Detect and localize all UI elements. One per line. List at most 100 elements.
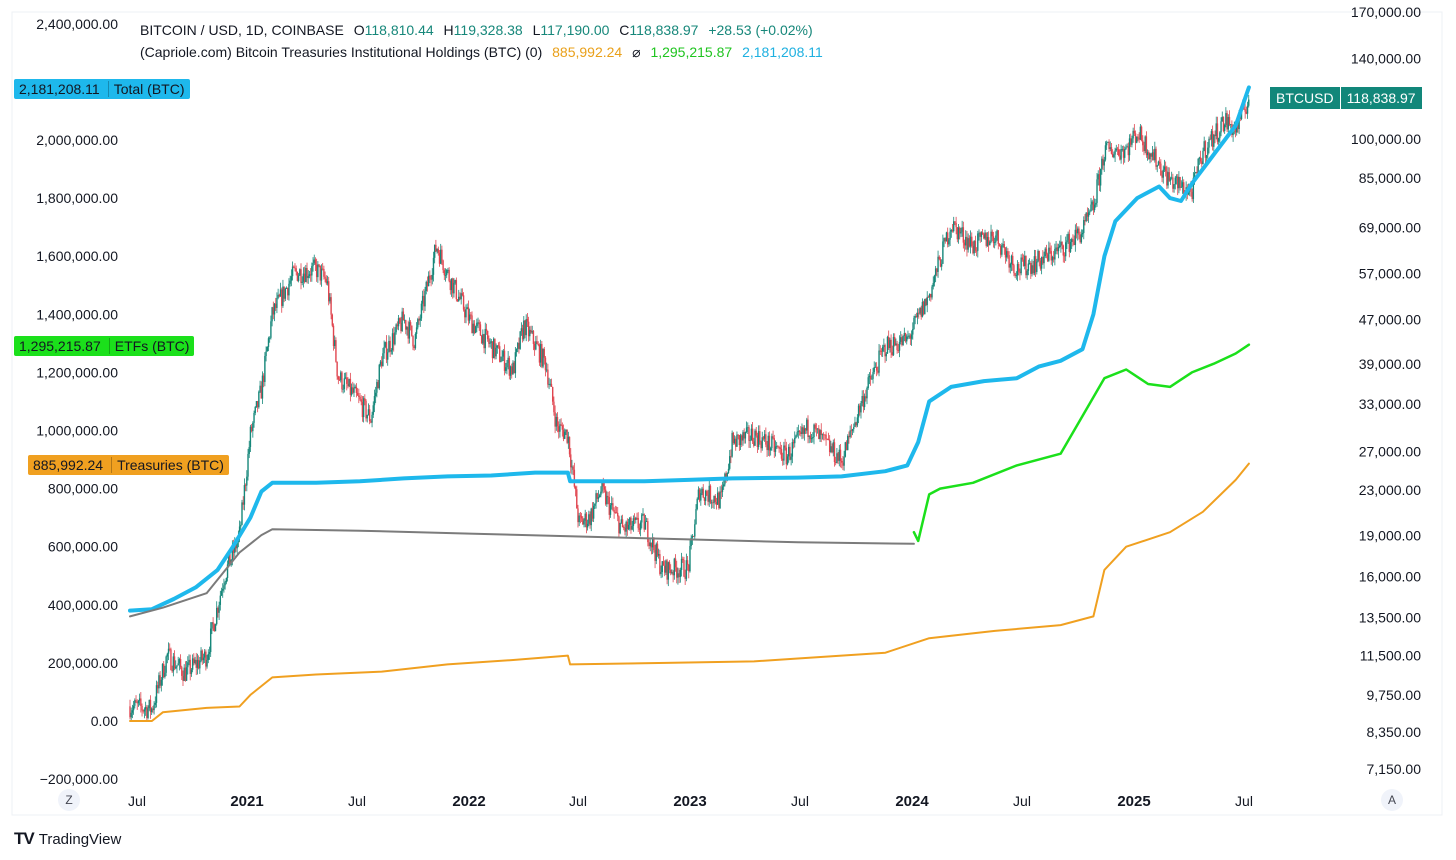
candle-body (596, 493, 598, 499)
candle-body (625, 521, 627, 532)
candle-body (743, 432, 745, 439)
candle-body (741, 435, 743, 441)
candle-body (264, 356, 266, 383)
candle-body (352, 387, 354, 393)
candle-body (1215, 123, 1217, 137)
candle-body (518, 343, 520, 349)
left-axis-tick-label: 1,600,000.00 (36, 248, 118, 264)
candle-body (1131, 138, 1133, 145)
candle-body (1107, 141, 1109, 143)
candle-body (1198, 157, 1201, 159)
candle-body (760, 442, 762, 449)
candle-body (807, 419, 809, 437)
candle-body (206, 660, 208, 667)
candle-body (903, 333, 906, 336)
candle-body (1078, 228, 1080, 235)
candle-body (494, 338, 496, 357)
candle-body (950, 230, 953, 232)
candle-body (843, 456, 845, 466)
candle-body (562, 429, 565, 439)
auto-scale-button[interactable]: A (1381, 789, 1403, 811)
candle-body (962, 227, 965, 243)
zoom-toggle-button[interactable]: Z (58, 789, 80, 811)
indicator-name: (Capriole.com) Bitcoin Treasuries Instit… (140, 44, 543, 60)
candle-body (806, 419, 808, 431)
candle-body (255, 401, 258, 407)
candle-body (564, 431, 566, 439)
candle-body (783, 445, 785, 461)
candle-body (354, 386, 356, 389)
candle-body (302, 273, 305, 282)
candle-body (541, 344, 543, 367)
candle-body (484, 328, 486, 349)
candle-body (1181, 182, 1184, 187)
candle-body (547, 369, 549, 385)
right-axis-tick-label: 85,000.00 (1359, 170, 1421, 186)
candle-body (1136, 136, 1138, 143)
candle-body (1040, 257, 1043, 269)
candle-body (465, 309, 467, 318)
candle-body (677, 573, 679, 578)
candle-body (881, 346, 884, 352)
candle-body (698, 489, 701, 501)
candle-body (188, 659, 190, 663)
candle-body (782, 458, 784, 461)
candle-body (981, 232, 984, 235)
candle-body (431, 274, 433, 280)
candle-body (602, 482, 604, 487)
candle-body (394, 332, 396, 345)
candle-body (1180, 186, 1183, 188)
candle-body (1209, 138, 1211, 140)
candle-body (1005, 251, 1008, 258)
candle-body (1154, 148, 1156, 161)
candle-body (1063, 255, 1066, 257)
candle-body (458, 296, 460, 301)
etfs-tag: 1,295,215.87 ETFs (BTC) (14, 336, 195, 356)
candle-body (953, 221, 955, 232)
indicator-separator: ⌀ (632, 44, 641, 60)
candle-body (311, 266, 313, 276)
candle-body (1169, 178, 1172, 181)
candle-body (397, 318, 400, 327)
candle-body (927, 296, 930, 298)
candle-body (851, 429, 854, 431)
candle-body (825, 434, 827, 439)
candle-body (884, 345, 886, 357)
candle-body (863, 396, 866, 408)
candle-body (779, 447, 781, 449)
candle-body (530, 329, 532, 333)
candle-body (1022, 259, 1025, 267)
candle-body (957, 227, 960, 240)
tradingview-logo[interactable]: TV TradingView (14, 829, 121, 849)
candle-body (591, 508, 594, 519)
candle-body (320, 268, 323, 281)
candle-body (763, 434, 766, 439)
candle-body (220, 590, 223, 596)
candle-body (906, 336, 908, 342)
right-axis-tick-label: 57,000.00 (1359, 265, 1421, 281)
candle-body (819, 430, 821, 440)
candle-body (312, 262, 314, 267)
candle-body (943, 238, 945, 242)
candle-body (1229, 124, 1232, 125)
candle-body (773, 438, 775, 452)
candle-body (321, 268, 324, 270)
candle-body (130, 712, 132, 718)
candle-body (996, 230, 998, 236)
candle-body (558, 426, 560, 432)
candle-body (182, 675, 184, 681)
candle-body (959, 227, 961, 234)
candle-body (406, 327, 408, 330)
candle-body (756, 435, 759, 448)
candle-body (1226, 113, 1228, 130)
candle-body (867, 377, 869, 388)
candle-body (1026, 270, 1028, 276)
candle-body (862, 396, 865, 408)
candle-body (315, 264, 318, 278)
candle-body (837, 453, 839, 461)
candle-body (273, 303, 276, 315)
candle-body (887, 336, 890, 348)
candle-body (585, 513, 588, 528)
candle-body (240, 524, 242, 527)
